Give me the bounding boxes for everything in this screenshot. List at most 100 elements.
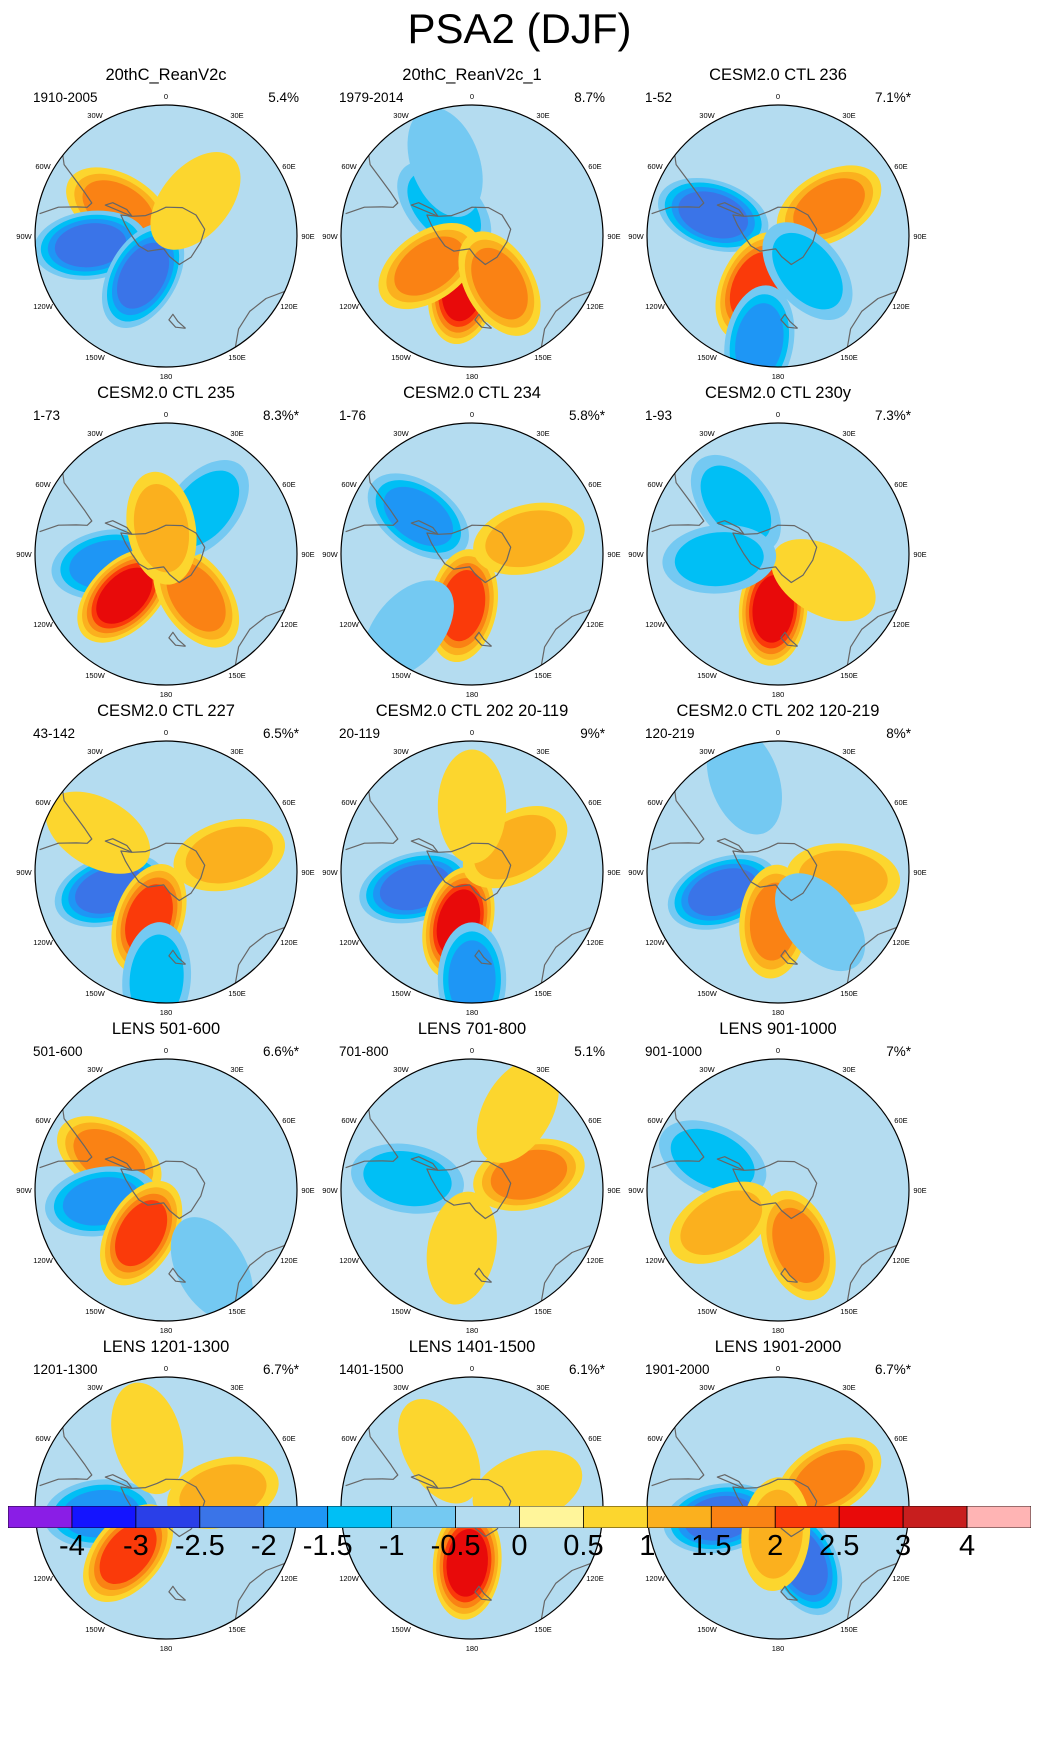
colorbar-box [8,1506,73,1528]
lon-label: 150W [85,989,106,998]
contour-fill [96,567,153,624]
coastline [651,473,705,533]
lon-label: 150E [534,671,552,680]
lon-label: 30W [87,747,103,756]
panel-variance: 7.1%* [874,90,911,105]
lon-label: 0 [164,728,168,737]
lon-label: 180 [772,1644,785,1652]
lon-label: 90W [16,550,32,559]
lon-label: 120E [892,1574,910,1583]
colorbar-tick: 4 [958,1530,976,1562]
panel-period: 1-73 [33,408,61,423]
coastline [716,1156,745,1171]
lon-label: 180 [466,1008,479,1016]
map-panel: CESM2.0 CTL 235 1-73 8.3%* 0 30E 60E 90E 120E 15… [16,380,316,698]
coastline [540,608,591,666]
lon-label: 60E [588,1116,601,1125]
colorbar-box [966,1506,1031,1528]
map-background [647,1059,909,1321]
lon-label: 150W [391,671,412,680]
coastline [234,926,285,984]
coastline [651,1109,705,1169]
lon-label: 120W [645,620,666,629]
lon-label: 60E [282,1434,295,1443]
contour-fill [775,873,866,972]
coastline [732,1160,818,1220]
colorbar-tick: 2 [767,1530,784,1562]
coastline [345,1427,399,1487]
lon-label: 90E [301,868,314,877]
lon-label: 30E [230,111,243,120]
coastline [410,838,439,853]
panel-title: CESM2.0 CTL 202 120-219 [676,702,880,720]
panel-title: CESM2.0 CTL 234 [403,384,541,402]
lon-label: 30W [699,1383,715,1392]
map-border [34,104,298,368]
coastline [104,1474,133,1489]
coastline [474,631,492,647]
colorbar-box [199,1506,265,1528]
colorbar-box [838,1506,904,1528]
lon-label: 180 [160,1326,173,1334]
coastline [426,1160,512,1220]
lon-label: 150W [391,989,412,998]
lon-label: 120E [892,302,910,311]
lon-label: 60E [894,480,907,489]
lon-label: 120W [645,1574,666,1583]
lon-label: 60E [894,1116,907,1125]
colorbar-box [391,1506,456,1528]
contour-fill [426,1191,497,1305]
lon-label: 150W [391,1307,412,1316]
lon-label: 60W [35,1116,51,1125]
lon-label: 60E [894,1434,907,1443]
contour-fill [678,191,749,239]
coastline [426,524,512,584]
lon-label: 60W [647,798,663,807]
contour-fill [115,1200,168,1267]
coastline [234,1562,285,1620]
lon-label: 120E [280,620,298,629]
lon-label: 30W [87,429,103,438]
lon-label: 150E [228,1625,246,1634]
lon-label: 30E [230,429,243,438]
map-border [646,740,910,1004]
lon-label: 120E [280,938,298,947]
coastline [426,842,512,902]
lon-label: 150E [840,353,858,362]
contour-fill [170,1217,253,1321]
lon-label: 0 [776,1046,780,1055]
lon-label: 90W [16,232,32,241]
lon-label: 180 [160,690,173,698]
coastline [234,290,285,348]
lon-label: 90E [913,1186,926,1195]
lon-label: 60W [35,1434,51,1443]
lon-label: 120E [892,1256,910,1265]
coastline [410,1156,439,1171]
lon-label: 150E [534,1625,552,1634]
coastline [104,520,133,535]
coastline [651,1427,705,1487]
lon-label: 60W [35,480,51,489]
colorbar-box [710,1506,776,1528]
lon-label: 30E [230,747,243,756]
lon-label: 30E [842,429,855,438]
colorbar-tick: 0.5 [563,1530,604,1562]
coastline [846,1562,897,1620]
contour-fill [111,1382,184,1495]
lon-label: 120W [339,938,360,947]
lon-label: 120W [645,302,666,311]
contour-fill [363,1151,452,1207]
lon-label: 30W [699,747,715,756]
lon-label: 90E [301,232,314,241]
lon-label: 0 [470,92,474,101]
lon-label: 120E [280,1256,298,1265]
panel-title: CESM2.0 CTL 230y [704,384,852,402]
lon-label: 150E [228,353,246,362]
map-panel: LENS 1201-13001201-13006.7%*030E60E90E12… [16,1334,316,1652]
coastline [39,791,93,851]
panel-title: CESM2.0 CTL 236 [709,66,847,84]
